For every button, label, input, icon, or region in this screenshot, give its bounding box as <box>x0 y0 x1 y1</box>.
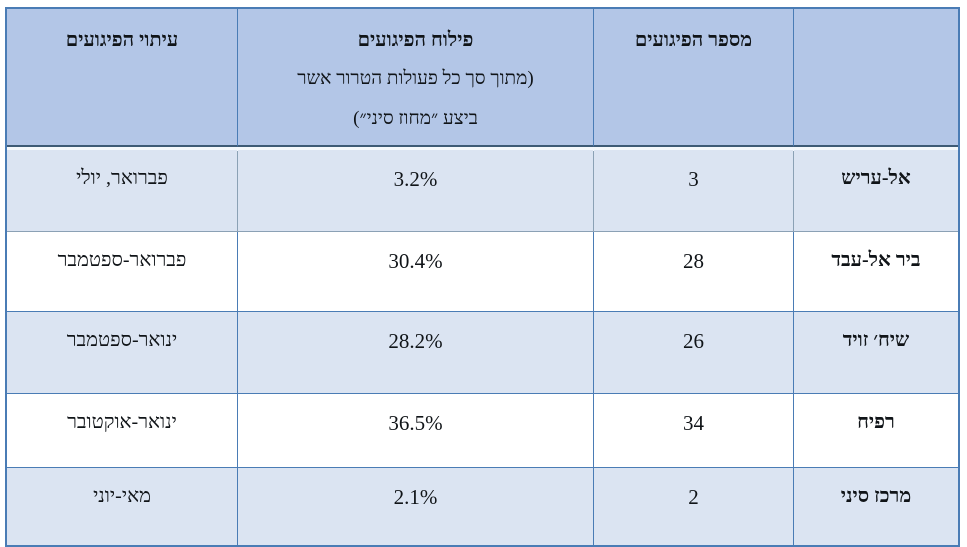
cell-location: מרכז סיני <box>793 468 958 545</box>
header-cell-timing: עיתוי הפיגועים <box>7 9 237 147</box>
header-cell-count: מספר הפיגועים <box>593 9 793 147</box>
cell-share: 30.4% <box>237 232 593 312</box>
cell-location: רפיח <box>793 394 958 468</box>
header-row: מספר הפיגועים פילוח הפיגועים (מתוך סך כל… <box>7 9 958 147</box>
cell-location: שיח׳ זויד <box>793 312 958 394</box>
cell-timing: ינואר-ספטמבר <box>7 312 237 394</box>
cell-location: אל-עריש <box>793 147 958 232</box>
header-cell-share: פילוח הפיגועים (מתוך סך כל פעולות הטרור … <box>237 9 593 147</box>
cell-share: 28.2% <box>237 312 593 394</box>
cell-timing: פברואר-ספטמבר <box>7 232 237 312</box>
share-header-subtitle-line1: (מתוך סך כל פעולות הטרור אשר <box>297 68 534 89</box>
header-cell-location <box>793 9 958 147</box>
cell-count: 3 <box>593 147 793 232</box>
cell-count: 2 <box>593 468 793 545</box>
share-header-title: פילוח הפיגועים <box>357 29 474 51</box>
attacks-table: מספר הפיגועים פילוח הפיגועים (מתוך סך כל… <box>5 7 960 547</box>
table-row: מרכז סיני 2 2.1% מאי-יוני <box>7 468 958 545</box>
cell-count: 26 <box>593 312 793 394</box>
table-row: אל-עריש 3 3.2% פברואר, יולי <box>7 147 958 232</box>
share-header-subtitle-line2: ביצע ״מחוז סיני״) <box>353 108 478 129</box>
cell-share: 36.5% <box>237 394 593 468</box>
cell-location: ביר אל-עבד <box>793 232 958 312</box>
table-row: רפיח 34 36.5% ינואר-אוקטובר <box>7 394 958 468</box>
table-row: ביר אל-עבד 28 30.4% פברואר-ספטמבר <box>7 232 958 312</box>
cell-share: 3.2% <box>237 147 593 232</box>
cell-count: 28 <box>593 232 793 312</box>
cell-timing: מאי-יוני <box>7 468 237 545</box>
cell-count: 34 <box>593 394 793 468</box>
cell-share: 2.1% <box>237 468 593 545</box>
cell-timing: פברואר, יולי <box>7 147 237 232</box>
cell-timing: ינואר-אוקטובר <box>7 394 237 468</box>
document-page: מספר הפיגועים פילוח הפיגועים (מתוך סך כל… <box>5 7 960 547</box>
table-row: שיח׳ זויד 26 28.2% ינואר-ספטמבר <box>7 312 958 394</box>
